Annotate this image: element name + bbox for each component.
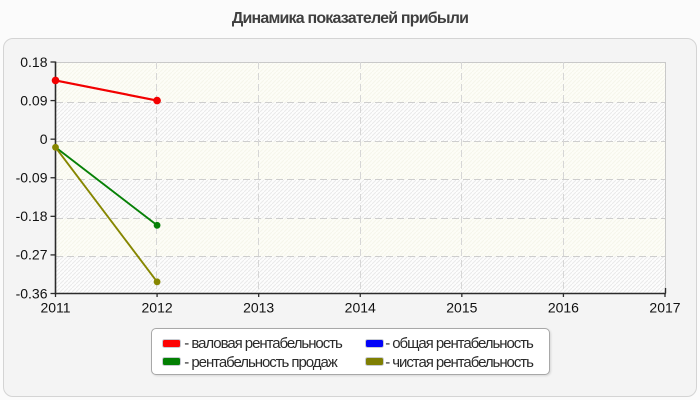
svg-text:2014: 2014 [345,300,376,316]
svg-text:2016: 2016 [548,300,579,316]
svg-text:2013: 2013 [243,300,274,316]
svg-text:2017: 2017 [649,300,680,316]
svg-text:2015: 2015 [446,300,477,316]
svg-text:-0.18: -0.18 [16,208,48,224]
svg-text:2011: 2011 [40,300,70,316]
svg-text:0.18: 0.18 [20,54,47,70]
svg-text:-0.36: -0.36 [16,285,48,301]
svg-text:-0.27: -0.27 [16,247,48,263]
svg-text:2012: 2012 [142,300,173,316]
svg-text:0.09: 0.09 [20,92,47,108]
svg-text:0: 0 [40,131,48,147]
svg-text:-0.09: -0.09 [16,170,48,186]
